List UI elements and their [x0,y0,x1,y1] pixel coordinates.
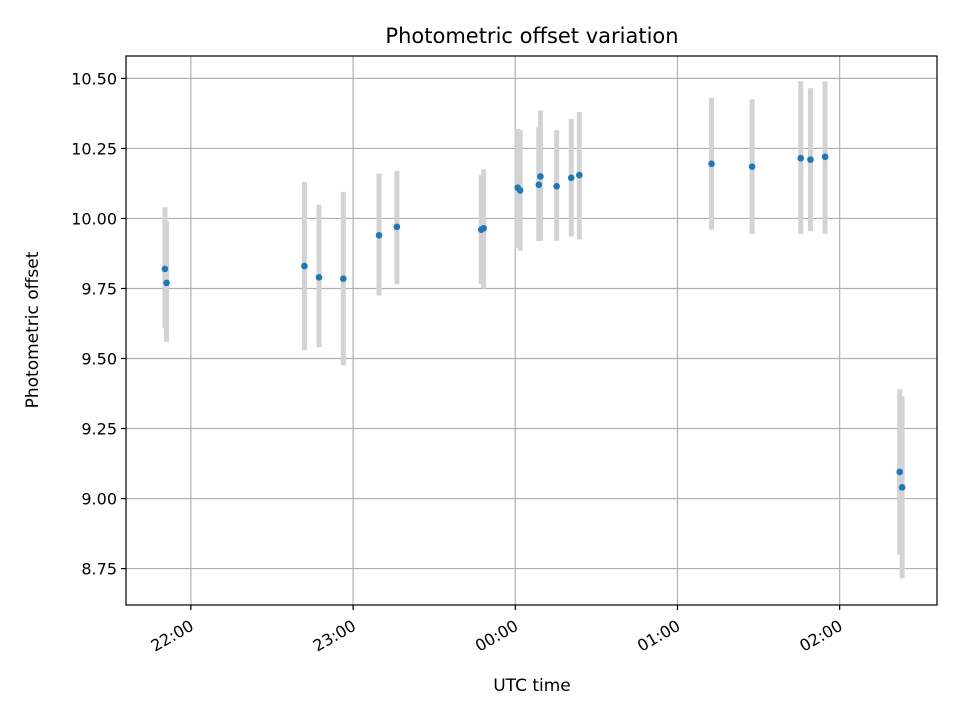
data-point [480,224,487,232]
data-point [553,182,560,190]
plot-frame [125,55,938,606]
data-point [393,223,401,231]
data-point [807,156,814,163]
chart-title: Photometric offset variation [385,24,678,48]
data-point [537,173,544,180]
data-point [797,154,805,162]
y-tick-label: 10.25 [71,139,117,158]
data-point [576,171,583,179]
data-point [535,181,543,189]
data-point [161,265,169,273]
data-point [315,273,323,281]
data-point [301,262,308,270]
y-axis-ticks: 8.75 9.00 9.25 9.50 9.75 10.00 10.25 10.50 [71,69,126,579]
data-point [375,231,383,239]
y-tick-label: 9.50 [81,350,117,369]
data-point [821,153,829,161]
y-tick-label: 10.00 [71,209,117,228]
data-point [163,279,170,287]
data-point [516,187,524,194]
y-tick-label: 9.75 [81,279,117,298]
data-point [567,174,575,182]
data-point [748,163,756,170]
data-point [708,160,715,168]
data-points [161,153,906,491]
data-point [896,468,903,476]
y-tick-label: 10.50 [71,69,117,88]
y-tick-label: 9.00 [81,490,117,509]
x-axis-label: UTC time [493,676,571,696]
y-tick-label: 9.25 [81,420,117,439]
y-tick-label: 8.75 [81,560,117,579]
data-point [898,484,906,491]
data-point [340,275,347,282]
y-axis-label: Photometric offset [23,251,43,408]
